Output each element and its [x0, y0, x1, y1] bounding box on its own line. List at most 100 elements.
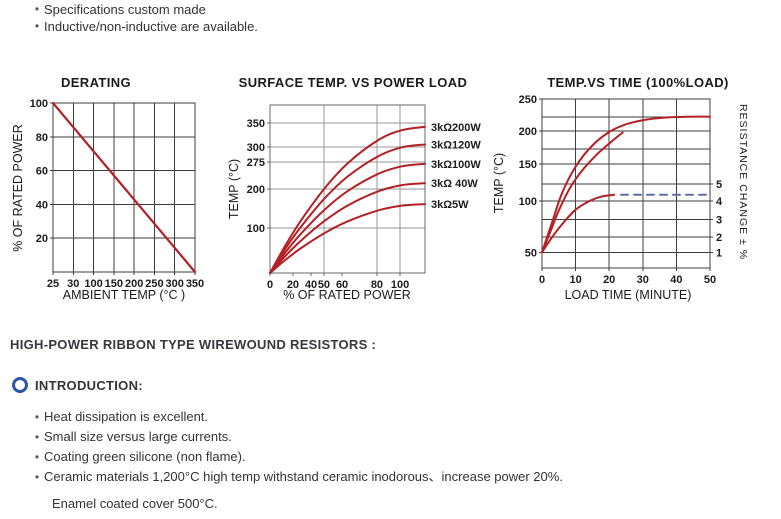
y-axis-label: % OF RATED POWER — [11, 124, 25, 252]
series-3kΩ200W — [269, 125, 426, 274]
bullet-icon: • — [34, 410, 40, 424]
derating-svg: 25 30 100 150 200 250 300 35010080604020DERATIN… — [11, 75, 205, 302]
svg-text:100: 100 — [247, 223, 265, 235]
y-axis-label: TEMP (°C) — [227, 159, 241, 219]
svg-text:40: 40 — [670, 274, 682, 286]
axis-ticks — [267, 122, 401, 276]
svg-text:300: 300 — [247, 142, 265, 154]
series-temperature-rise-fast — [541, 115, 711, 254]
svg-text:200: 200 — [519, 126, 537, 138]
bullet-text: Small size versus large currents. — [44, 429, 232, 444]
svg-text:2: 2 — [716, 232, 722, 244]
svg-text:20: 20 — [287, 279, 299, 291]
svg-text:275: 275 — [247, 157, 265, 169]
svg-text:40: 40 — [305, 279, 317, 291]
series-3kΩ120W — [269, 143, 426, 274]
chart-title: SURFACE TEMP. VS POWER LOAD — [239, 75, 468, 90]
surface-temp-vs-power-load-chart: 0 20 40 50 60 80 100 350 300 275 200 100 3kΩ200W 3kΩ1… — [225, 70, 487, 325]
series-3kΩ5W — [269, 203, 426, 274]
temp-vs-time-chart: 0 10 20 30 40 50 250 200 150 100 50 5 4 3 2 1 TEMP.VS TI… — [490, 70, 781, 325]
series-temperature-rise-low — [541, 193, 616, 254]
svg-text:3: 3 — [716, 214, 722, 226]
svg-text:80: 80 — [36, 132, 48, 144]
svg-text:200: 200 — [247, 184, 265, 196]
x-axis-label: % OF RATED POWER — [283, 288, 411, 302]
series-end-label: 3kΩ120W — [431, 139, 481, 151]
list-item: • Inductive/non-inductive are available. — [30, 18, 258, 35]
list-item: • Small size versus large currents. — [30, 427, 563, 447]
x-axis-label: AMBIENT TEMP (°C ) — [63, 288, 185, 302]
svg-text:250: 250 — [145, 278, 163, 290]
introduction-label: INTRODUCTION: — [35, 377, 143, 393]
svg-text:350: 350 — [186, 278, 204, 290]
svg-text:4: 4 — [716, 196, 723, 208]
series-end-label: 3kΩ100W — [431, 159, 481, 171]
circle-outline-icon — [12, 377, 28, 393]
series-temperature-rise-medium — [541, 131, 624, 254]
bullet-text: Specifications custom made — [44, 2, 206, 17]
x-axis-label: LOAD TIME (MINUTE) — [565, 288, 692, 302]
chart-title: DERATING — [61, 75, 131, 90]
enamel-note: Enamel coated cover 500°C. — [52, 496, 218, 511]
svg-text:80: 80 — [371, 279, 383, 291]
section-heading: HIGH-POWER RIBBON TYPE WIREWOUND RESISTO… — [10, 337, 377, 352]
series-3kΩ 40W — [269, 182, 426, 274]
series-end-label: 3kΩ5W — [431, 199, 469, 211]
derating-chart: 25 30 100 150 200 250 300 350 100 80 60 40 20 DERATIN… — [10, 70, 225, 325]
svg-text:50: 50 — [525, 247, 537, 259]
series-derating-line — [51, 101, 197, 274]
plot-border — [541, 98, 711, 269]
svg-text:50: 50 — [318, 279, 330, 291]
axis-tick-labels: 0 20 40 50 60 80 100 350 300 275 200 100 — [247, 118, 410, 291]
svg-text:60: 60 — [36, 166, 48, 178]
bottom-bullet-list: • Heat dissipation is excellent. • Small… — [30, 407, 563, 487]
svg-text:250: 250 — [519, 94, 537, 106]
plot-border — [52, 102, 196, 273]
bullet-icon: • — [34, 470, 40, 484]
svg-text:100: 100 — [84, 278, 102, 290]
axis-ticks — [539, 98, 713, 271]
svg-text:30: 30 — [637, 274, 649, 286]
svg-text:25: 25 — [47, 278, 59, 290]
bullet-icon: • — [34, 2, 40, 16]
svg-text:150: 150 — [519, 159, 537, 171]
svg-text:1: 1 — [716, 247, 722, 259]
svg-text:200: 200 — [125, 278, 143, 290]
list-item: • Heat dissipation is excellent. — [30, 407, 563, 427]
list-item: • Coating green silicone (non flame). — [30, 447, 563, 467]
list-item: • Specifications custom made — [30, 1, 258, 18]
bullet-text: Ceramic materials 1,200°C high temp with… — [44, 469, 563, 484]
bullet-icon: • — [34, 430, 40, 444]
list-item: • Ceramic materials 1,200°C high temp wi… — [30, 467, 563, 487]
svg-text:20: 20 — [36, 233, 48, 245]
svg-text:0: 0 — [267, 279, 273, 291]
svg-text:0: 0 — [539, 274, 545, 286]
svg-text:20: 20 — [603, 274, 615, 286]
svg-text:50: 50 — [704, 274, 716, 286]
svg-text:100: 100 — [391, 279, 409, 291]
bullet-icon: • — [34, 450, 40, 464]
axis-tick-labels: 0 10 20 30 40 50 250 200 150 100 50 5 4 3 2 1 — [519, 94, 723, 286]
introduction-row: INTRODUCTION: — [12, 377, 143, 393]
svg-text:10: 10 — [569, 274, 581, 286]
svg-text:40: 40 — [36, 199, 48, 211]
svg-text:5: 5 — [716, 179, 722, 191]
svg-text:300: 300 — [166, 278, 184, 290]
surface-temp-vs-power-load-svg: 0 20 40 50 60 80 100 350 300 275 200 100 3kΩ200W 3kΩ1… — [227, 75, 481, 302]
svg-text:100: 100 — [519, 196, 537, 208]
y-axis-label-right: RESISTANCE CHANGE ± % — [737, 104, 749, 260]
bullet-text: Heat dissipation is excellent. — [44, 409, 209, 424]
svg-text:60: 60 — [336, 279, 348, 291]
axis-ticks — [50, 102, 196, 275]
top-bullet-list: • Specifications custom made • Inductive… — [30, 1, 258, 35]
svg-text:100: 100 — [30, 98, 48, 110]
temp-vs-time-svg: 0 10 20 30 40 50 250 200 150 100 50 5 4 3 2 1 TEMP.VS TI… — [492, 75, 749, 302]
svg-text:350: 350 — [247, 118, 265, 130]
svg-text:30: 30 — [67, 278, 79, 290]
chart-title: TEMP.VS TIME (100%LOAD) — [547, 75, 729, 90]
y-axis-label: TEMP (°C) — [492, 153, 506, 213]
svg-text:150: 150 — [105, 278, 123, 290]
series-end-label: 3kΩ200W — [431, 122, 481, 134]
